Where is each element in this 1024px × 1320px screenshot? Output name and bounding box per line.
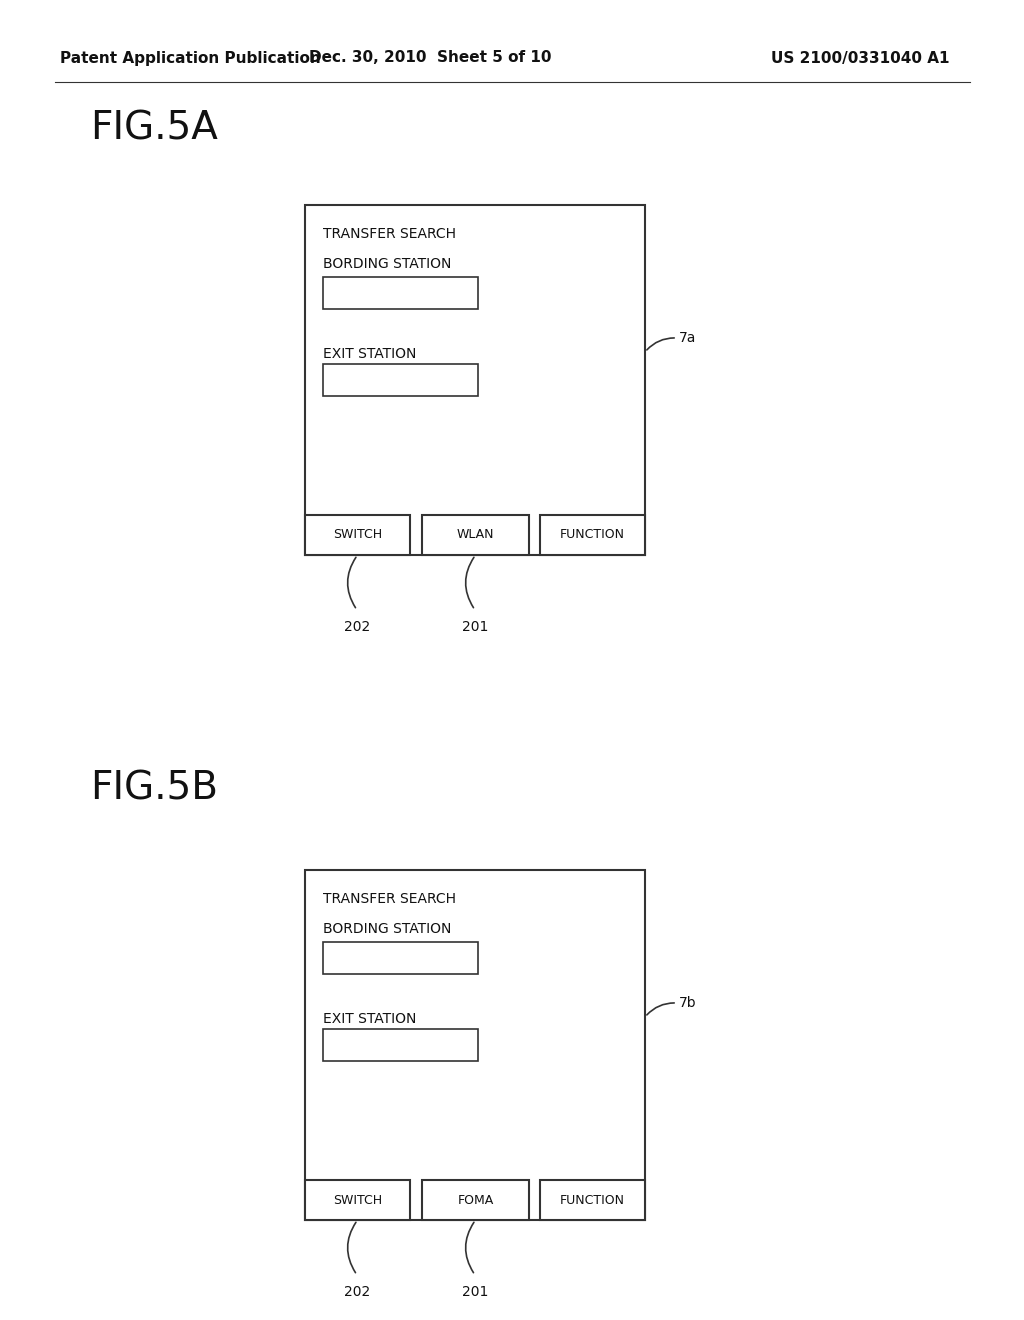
Text: FUNCTION: FUNCTION: [560, 528, 625, 541]
Bar: [323, 942, 478, 974]
Text: Dec. 30, 2010  Sheet 5 of 10: Dec. 30, 2010 Sheet 5 of 10: [309, 50, 551, 66]
Text: TRANSFER SEARCH: TRANSFER SEARCH: [323, 892, 456, 906]
Text: EXIT STATION: EXIT STATION: [323, 1012, 417, 1026]
Text: BORDING STATION: BORDING STATION: [323, 921, 452, 936]
Text: 7b: 7b: [679, 997, 696, 1010]
Text: 202: 202: [344, 1284, 370, 1299]
Text: FIG.5A: FIG.5A: [90, 110, 218, 148]
Text: FUNCTION: FUNCTION: [560, 1193, 625, 1206]
Text: Patent Application Publication: Patent Application Publication: [60, 50, 321, 66]
Text: FIG.5B: FIG.5B: [90, 770, 218, 808]
Text: EXIT STATION: EXIT STATION: [323, 347, 417, 360]
Bar: [305, 515, 410, 554]
Bar: [540, 1180, 645, 1220]
Text: SWITCH: SWITCH: [333, 528, 382, 541]
Text: 201: 201: [462, 1284, 488, 1299]
Bar: [323, 1030, 478, 1061]
Bar: [305, 205, 645, 554]
Bar: [323, 364, 478, 396]
Bar: [422, 1180, 529, 1220]
Bar: [305, 1180, 410, 1220]
Text: 201: 201: [462, 620, 488, 634]
Text: US 2100/0331040 A1: US 2100/0331040 A1: [771, 50, 949, 66]
Bar: [323, 277, 478, 309]
Text: FOMA: FOMA: [458, 1193, 494, 1206]
Text: BORDING STATION: BORDING STATION: [323, 257, 452, 271]
Text: 7a: 7a: [679, 331, 696, 345]
Bar: [540, 515, 645, 554]
Bar: [305, 870, 645, 1220]
Text: 202: 202: [344, 620, 370, 634]
Text: WLAN: WLAN: [457, 528, 495, 541]
Text: TRANSFER SEARCH: TRANSFER SEARCH: [323, 227, 456, 242]
Bar: [422, 515, 529, 554]
Text: SWITCH: SWITCH: [333, 1193, 382, 1206]
